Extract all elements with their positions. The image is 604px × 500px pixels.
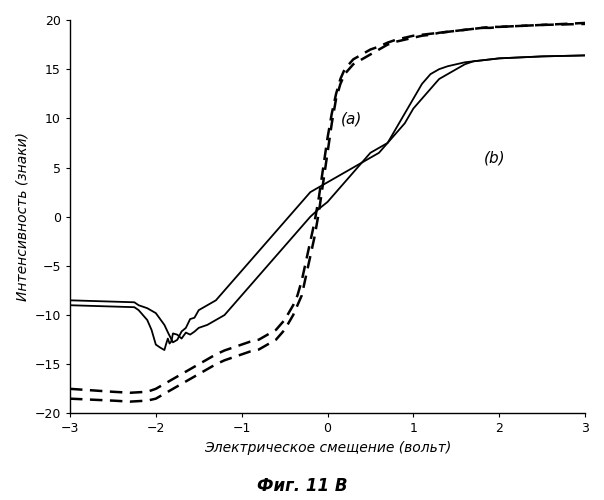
Text: Фиг. 11 В: Фиг. 11 В [257, 477, 347, 495]
Text: (b): (b) [484, 150, 506, 166]
Y-axis label: Интенсивность (знаки): Интенсивность (знаки) [15, 132, 29, 301]
X-axis label: Электрическое смещение (вольт): Электрическое смещение (вольт) [204, 441, 451, 455]
Text: (a): (a) [341, 112, 362, 126]
